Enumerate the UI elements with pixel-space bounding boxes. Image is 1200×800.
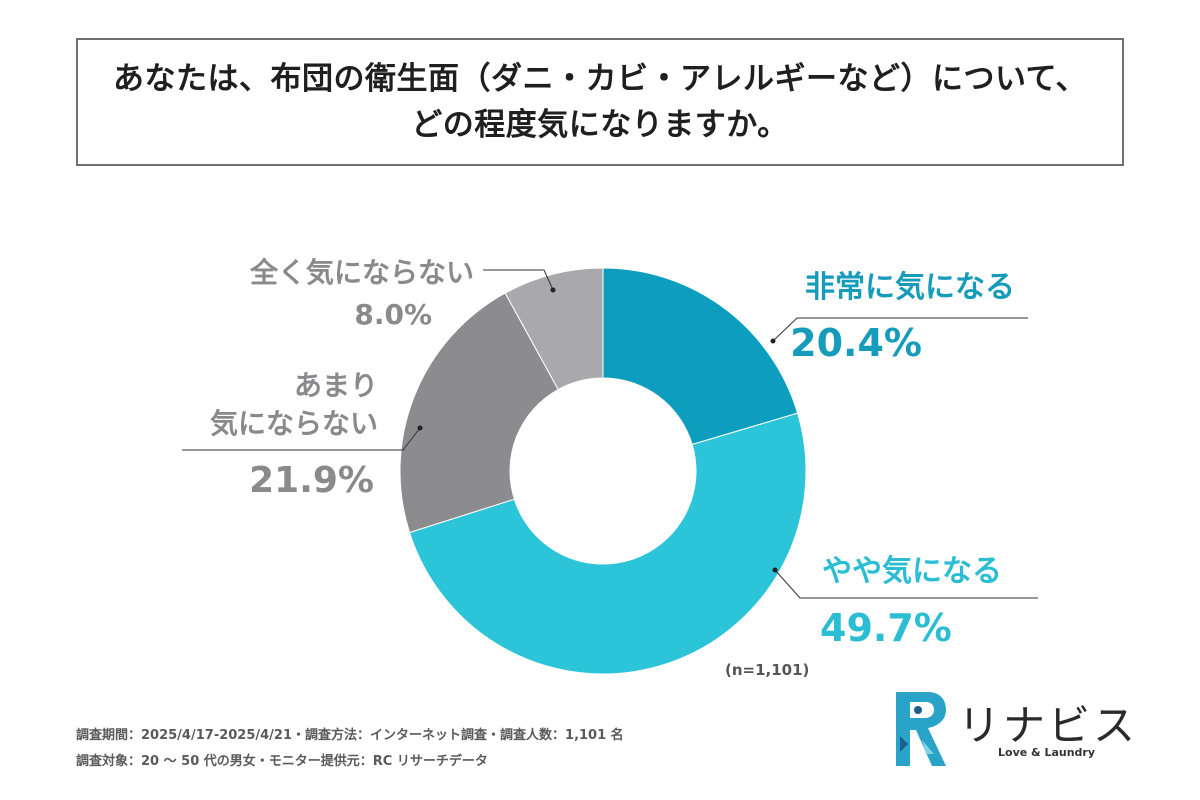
title-line-2: どの程度気になりますか。 — [411, 107, 789, 143]
leader-dot-3 — [550, 287, 556, 293]
donut-slice-0 — [602, 267, 799, 446]
slice-label-1: やや気になる — [822, 554, 1002, 589]
survey-footnote-2: 調査対象：20 〜 50 代の男女・モニター提供元：RC リサーチデータ — [76, 754, 488, 769]
sample-size: (n=1,101) — [725, 661, 810, 679]
slice-label-2-line-0: あまり — [294, 369, 378, 402]
title-line-1: あなたは、布団の衛生面（ダニ・カビ・アレルギーなど）について、 — [112, 61, 1088, 97]
slice-label-0: 非常に気になる — [805, 270, 1015, 305]
logo-name: リナビス — [958, 701, 1139, 750]
leader-line-2 — [182, 427, 421, 451]
leader-dot-1 — [772, 567, 778, 573]
donut-slice-1 — [408, 412, 807, 675]
slice-label-2-line-1: 気にならない — [210, 407, 378, 440]
brand-logo: リナビス Love & Laundry — [892, 688, 1135, 770]
logo-tagline: Love & Laundry — [998, 746, 1096, 759]
logo-mark-icon — [896, 692, 946, 766]
leader-dot-2 — [417, 425, 423, 431]
title-box: あなたは、布団の衛生面（ダニ・カビ・アレルギーなど）について、 どの程度気になり… — [76, 38, 1124, 166]
survey-footnote-1: 調査期間：2025/4/17-2025/4/21・調査方法：インターネット調査・… — [76, 728, 624, 743]
slice-label-3: 全く気にならない — [249, 256, 474, 289]
donut-slice-3 — [504, 267, 604, 391]
donut-slice-2 — [399, 292, 559, 534]
slice-value-1: 49.7% — [820, 606, 952, 650]
leader-line-3 — [483, 269, 554, 291]
leader-line-0 — [772, 317, 1028, 342]
leader-dot-0 — [770, 338, 776, 344]
slice-value-2: 21.9% — [249, 460, 374, 501]
slice-value-3: 8.0% — [354, 298, 432, 331]
leader-line-1 — [774, 569, 1038, 599]
slice-value-0: 20.4% — [790, 321, 922, 365]
